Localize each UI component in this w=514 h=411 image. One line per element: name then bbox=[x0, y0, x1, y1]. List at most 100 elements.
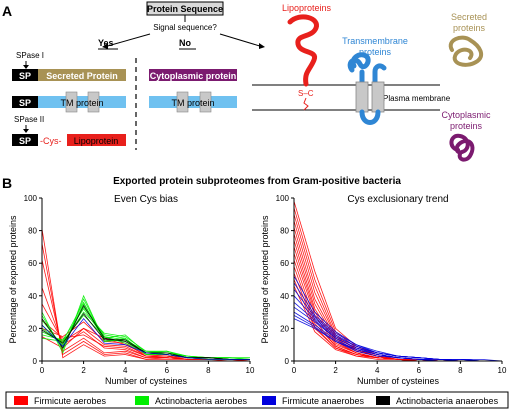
x-tick-label: 6 bbox=[165, 366, 170, 375]
y-tick-label: 60 bbox=[280, 259, 289, 268]
panel-b-title: Exported protein subproteomes from Gram-… bbox=[113, 176, 401, 187]
y-axis-label: Percentage of exported proteins bbox=[8, 215, 18, 344]
chart-title: Even Cys bias bbox=[114, 194, 178, 205]
transmembrane-label-1: Transmembrane bbox=[342, 36, 408, 46]
secreted-label-1: Secreted bbox=[451, 12, 487, 22]
series-line bbox=[41, 317, 250, 360]
cytoplasmic-protein-box bbox=[149, 69, 237, 81]
y-tick-label: 100 bbox=[276, 194, 290, 203]
secreted-label-2: proteins bbox=[453, 23, 486, 33]
sp-label-tm: SP bbox=[19, 98, 31, 108]
series-line bbox=[293, 220, 502, 362]
transmembrane-label-2: proteins bbox=[359, 47, 392, 57]
x-tick-label: 0 bbox=[40, 366, 45, 375]
y-tick-label: 60 bbox=[28, 259, 37, 268]
series-line bbox=[293, 253, 502, 362]
y-tick-label: 20 bbox=[280, 324, 289, 333]
series-line bbox=[41, 308, 250, 359]
sp-box-secreted bbox=[12, 69, 38, 81]
sp-label-secreted: SP bbox=[19, 71, 31, 81]
lipid-anchor-icon bbox=[303, 97, 309, 111]
tm-helix-cartoon-1 bbox=[355, 81, 369, 113]
tm-stalk-shape bbox=[359, 63, 387, 85]
legend-label: Firmicute aerobes bbox=[34, 396, 107, 406]
arrow-yes bbox=[103, 33, 151, 48]
tm-protein-label: TM protein bbox=[60, 98, 103, 108]
cytoplasmic-label-2: proteins bbox=[450, 121, 483, 131]
legend-label: Actinobacteria aerobes bbox=[155, 396, 248, 406]
x-tick-label: 2 bbox=[81, 366, 86, 375]
x-tick-label: 6 bbox=[417, 366, 422, 375]
cytoplasmic-protein-label: Cytoplasmic protein bbox=[150, 71, 237, 81]
lipoprotein-label: Lipoprotein bbox=[74, 136, 119, 146]
chart-title: Cys exclusionary trend bbox=[347, 194, 448, 205]
series-line bbox=[293, 285, 502, 362]
series-line bbox=[41, 228, 250, 360]
x-tick-label: 8 bbox=[206, 366, 211, 375]
no-label: No bbox=[179, 38, 191, 48]
yes-label: Yes bbox=[98, 38, 114, 48]
arrow-no-head bbox=[259, 43, 265, 49]
chart-cys-exclusionary-trend: Cys exclusionary trend 0 2 4 6 8 100 20 40 60 80 10… bbox=[260, 194, 507, 386]
tm-loop-shape bbox=[347, 52, 371, 73]
legend-swatch bbox=[376, 396, 390, 405]
sp-box-lipo bbox=[12, 134, 38, 146]
legend: Firmicute aerobes Actinobacteria aerobes F… bbox=[14, 396, 499, 406]
y-tick-label: 0 bbox=[285, 357, 290, 366]
ss-label: S–C bbox=[298, 89, 314, 98]
sp-label-lipo: SP bbox=[19, 136, 31, 146]
x-tick-label: 2 bbox=[333, 366, 338, 375]
arrow-no bbox=[219, 33, 264, 48]
y-tick-label: 0 bbox=[33, 357, 38, 366]
tm-helix-nosp-2 bbox=[199, 91, 212, 113]
panel-a-letter: A bbox=[2, 3, 12, 19]
secreted-protein-label: Secreted Protein bbox=[46, 71, 118, 81]
tm-helix-nosp-1 bbox=[176, 91, 189, 113]
y-tick-label: 20 bbox=[28, 324, 37, 333]
tm-helix-1 bbox=[65, 91, 78, 113]
protein-sequence-label: Protein Sequence bbox=[147, 4, 223, 14]
secreted-protein-box bbox=[38, 69, 126, 81]
signal-question: Signal sequence? bbox=[153, 23, 217, 32]
cys-label: -Cys- bbox=[40, 136, 62, 146]
tm-helix-2 bbox=[87, 91, 100, 113]
tm-protein-label-nosp: TM protein bbox=[171, 98, 214, 108]
sp-box-tm bbox=[12, 96, 38, 108]
x-tick-label: 4 bbox=[375, 366, 380, 375]
series-line bbox=[41, 259, 251, 362]
tm-protein-box-nosp bbox=[149, 96, 237, 108]
y-tick-label: 80 bbox=[280, 227, 289, 236]
plasma-membrane-label: Plasma membrane bbox=[383, 94, 451, 103]
cytoplasmic-protein-shape bbox=[449, 133, 475, 162]
series-line bbox=[293, 214, 502, 362]
panel-b-letter: B bbox=[2, 175, 12, 191]
series-line bbox=[41, 311, 251, 360]
x-axis-label: Number of cysteines bbox=[105, 376, 188, 386]
spase2-arrow-head bbox=[23, 129, 29, 133]
series-line bbox=[293, 279, 502, 362]
spase2-label: SPase II bbox=[14, 115, 44, 124]
legend-swatch bbox=[135, 396, 149, 405]
series-line bbox=[293, 233, 502, 362]
tm-cyto-loop bbox=[359, 109, 381, 125]
y-tick-label: 100 bbox=[24, 194, 38, 203]
series-line bbox=[293, 272, 502, 362]
legend-label: Actinobacteria anaerobes bbox=[396, 396, 499, 406]
lipoprotein-shape bbox=[287, 14, 319, 87]
spase1-label: SPase I bbox=[16, 51, 44, 60]
series-line bbox=[41, 243, 250, 362]
tm-helix-cartoon-2 bbox=[371, 81, 385, 113]
tm-protein-box bbox=[38, 96, 126, 108]
y-tick-label: 40 bbox=[280, 292, 289, 301]
secreted-protein-shape bbox=[448, 35, 484, 67]
x-tick-label: 10 bbox=[498, 366, 507, 375]
lipoprotein-box bbox=[67, 134, 126, 146]
spase1-arrow-head bbox=[23, 65, 29, 69]
arrow-yes-head bbox=[102, 43, 108, 49]
x-tick-label: 8 bbox=[458, 366, 463, 375]
legend-swatch bbox=[14, 396, 28, 405]
lipoproteins-label: Lipoproteins bbox=[282, 3, 332, 13]
y-tick-label: 80 bbox=[28, 227, 37, 236]
